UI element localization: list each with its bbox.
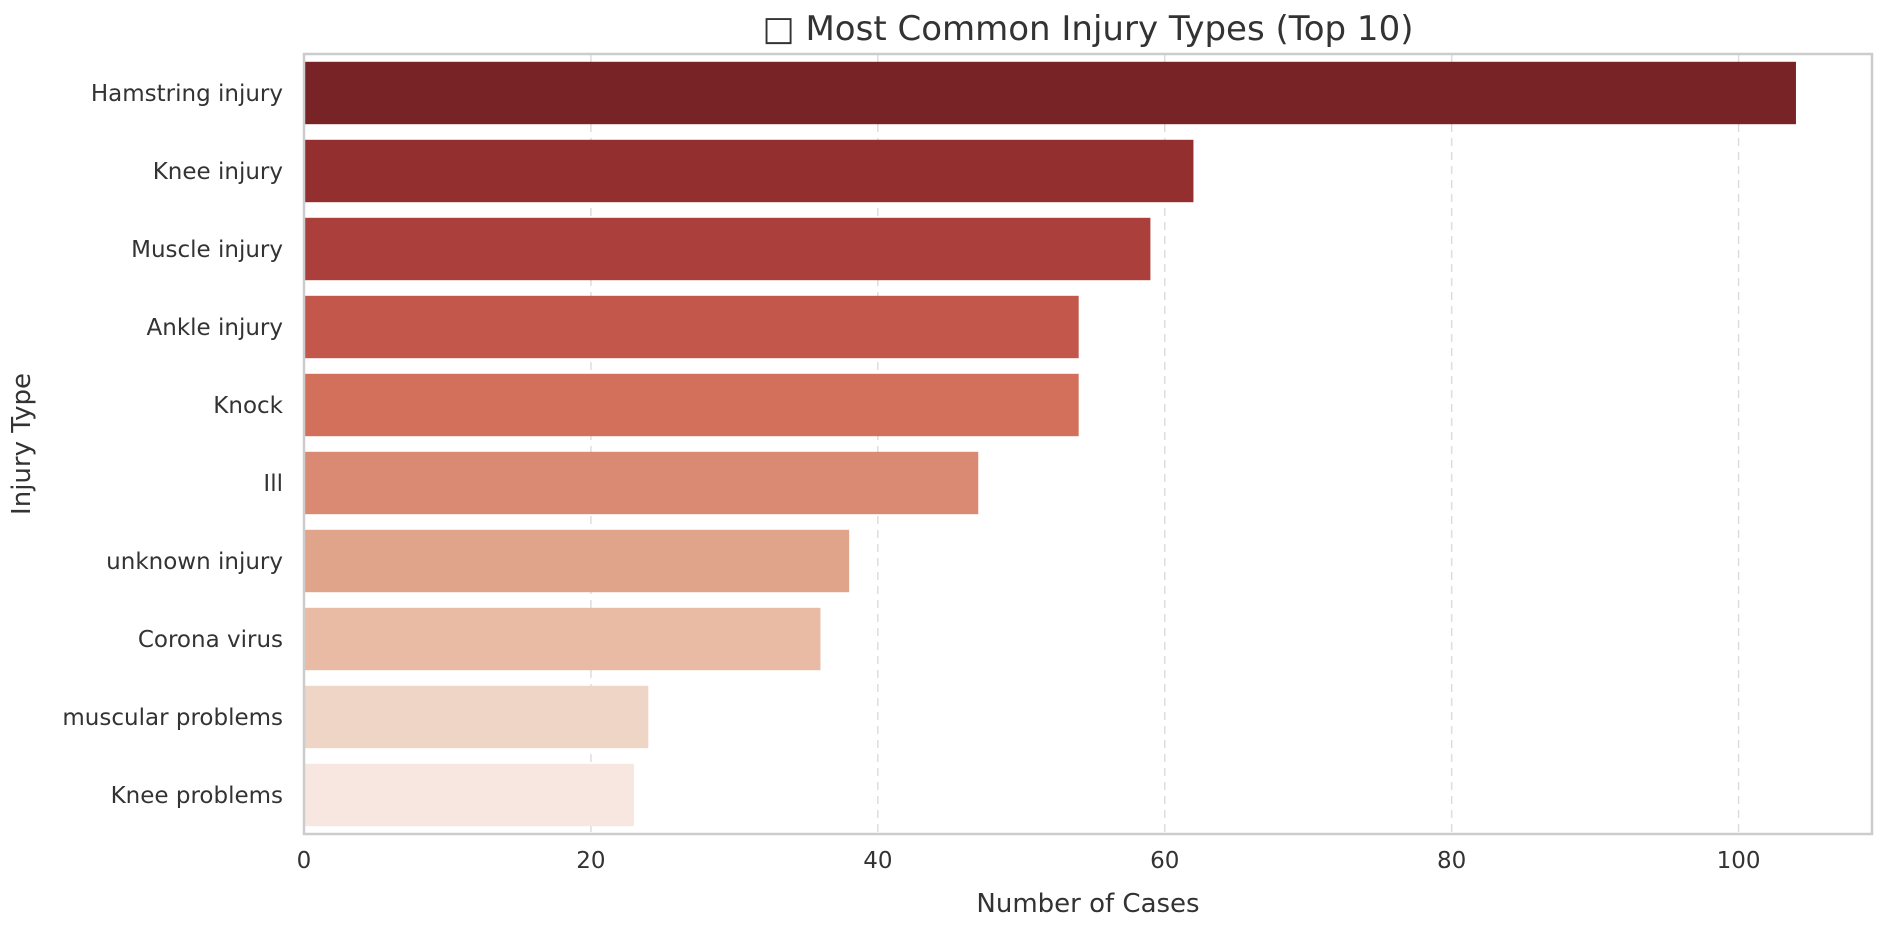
y-tick-label: Muscle injury [131,237,283,263]
bar [304,451,979,515]
x-tick-label: 20 [576,848,605,874]
y-tick-label: muscular problems [62,705,283,731]
y-tick-label: unknown injury [106,549,283,575]
x-tick-label: 40 [863,848,892,874]
y-axis-label: Injury Type [7,373,37,515]
plot-frame [302,52,1874,836]
bar [304,217,1151,281]
y-tick-label: Knee problems [111,783,283,809]
y-tick-labels: Hamstring injury Knee injury Muscle injury… [62,81,283,809]
bars [304,61,1796,827]
x-axis-label: Number of Cases [976,889,1199,919]
bar [304,763,634,827]
y-tick-label: Hamstring injury [91,81,283,107]
y-tick-label: Ill [263,471,283,497]
bar [304,373,1079,437]
y-tick-label: Knee injury [153,159,283,185]
bar [304,139,1194,203]
y-tick-label: Ankle injury [147,315,283,341]
bar [304,607,821,671]
bar [304,61,1796,125]
y-tick-label: Knock [213,393,283,419]
x-tick-label: 60 [1150,848,1179,874]
x-tick-label: 0 [297,848,312,874]
chart-title: □ Most Common Injury Types (Top 10) [763,9,1414,49]
x-tick-label: 80 [1437,848,1466,874]
bar [304,685,649,749]
x-tick-labels: 0 20 40 60 80 100 [297,848,1761,874]
bar [304,295,1079,359]
x-tick-label: 100 [1717,848,1761,874]
y-tick-label: Corona virus [138,627,283,653]
bar [304,529,850,593]
